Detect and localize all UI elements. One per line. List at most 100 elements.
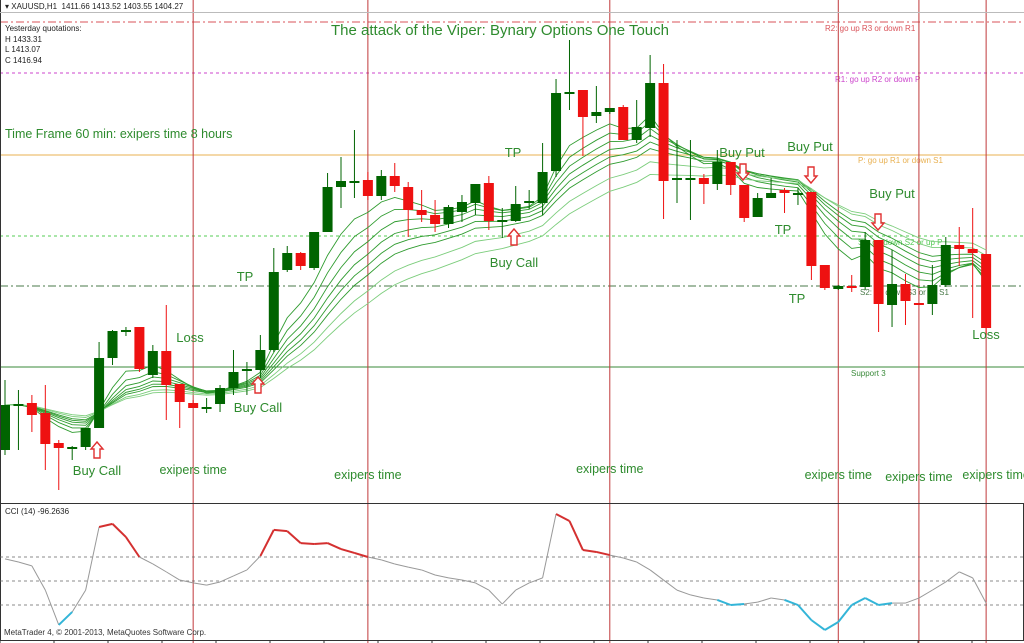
signal-label: Buy Call (73, 463, 122, 478)
expiry-label: exipers time (159, 463, 226, 477)
candle (779, 188, 790, 213)
cci-segment (797, 604, 813, 621)
yesterday-low: L 1413.07 (5, 45, 41, 54)
cci-segment (300, 542, 315, 546)
candle (107, 330, 118, 365)
cci-segment (233, 569, 248, 577)
cci-segment (972, 577, 987, 604)
cci-segment (340, 548, 355, 554)
candle-body (819, 265, 830, 288)
arrow-down-icon (870, 213, 886, 232)
candle-body (766, 193, 777, 198)
cci-segment (193, 582, 207, 586)
candle (430, 200, 441, 232)
candle-body (0, 405, 10, 450)
candle-body (497, 220, 508, 222)
cci-segment (166, 571, 180, 581)
candle-body (927, 285, 938, 304)
candle-body (658, 83, 669, 181)
candle (13, 390, 24, 450)
cci-segment (179, 579, 194, 584)
cci-segment (354, 551, 369, 558)
candle (819, 265, 830, 290)
candle (416, 190, 427, 222)
level-label: P: go up R1 or down S1 (858, 156, 943, 165)
candle-body (215, 388, 226, 404)
outcome-label: TP (775, 222, 792, 237)
candle (873, 240, 884, 332)
cci-segment (18, 561, 33, 567)
candle (362, 172, 373, 200)
candle (833, 285, 844, 290)
cci-segment (4, 558, 19, 563)
expiry-label: exipers time (576, 462, 643, 476)
cci-segment (864, 597, 880, 606)
arrow-down-icon (803, 166, 819, 185)
candle (887, 250, 898, 327)
ma-line (4, 134, 987, 424)
candle-body (174, 384, 185, 402)
candle-body (483, 183, 494, 221)
ma-line (4, 121, 987, 429)
cci-panel-border (0, 503, 1024, 641)
candle (631, 100, 642, 143)
candle-body (981, 254, 992, 328)
candle (604, 108, 615, 114)
cci-segment (878, 602, 893, 606)
cci-segment (716, 599, 732, 606)
candle (147, 345, 158, 378)
candle-body (322, 187, 333, 232)
candle-body (67, 447, 78, 449)
candle-body (510, 204, 521, 221)
arrow-up-icon (89, 440, 105, 459)
dropdown-icon[interactable]: ▾ (5, 2, 10, 11)
candle (940, 237, 951, 287)
cci-segment (421, 569, 436, 576)
cci-segment (663, 579, 678, 591)
expiry-label: exipers time (334, 468, 401, 482)
signal-label: Buy Call (234, 400, 283, 415)
candle (94, 342, 105, 428)
candle (712, 150, 723, 190)
cci-segment (703, 597, 718, 601)
candle (497, 208, 508, 238)
candle-body (551, 93, 562, 171)
candle-body (537, 172, 548, 203)
cci-segment (408, 566, 422, 571)
cci-segment (139, 556, 154, 565)
cci-segment (528, 577, 543, 584)
candle-body (255, 350, 266, 370)
cci-segment (273, 528, 288, 533)
candle (443, 205, 454, 228)
cci-segment (851, 597, 866, 606)
cci-segment (367, 556, 382, 561)
candle (255, 335, 266, 378)
symbol-header: ▾ XAUUSD,H1 1411.66 1413.52 1403.55 1404… (5, 2, 183, 11)
cci-segment (501, 589, 517, 605)
candle-body (362, 180, 373, 196)
candle (672, 140, 682, 203)
candle (564, 40, 575, 110)
candle (470, 184, 481, 215)
cci-segment (58, 611, 73, 626)
candle-body (403, 187, 414, 210)
candle-body (26, 403, 37, 415)
candle (913, 303, 924, 305)
candle-body (967, 249, 978, 253)
candle (120, 327, 131, 336)
arrow-up-icon (506, 227, 522, 246)
ma-line (4, 141, 987, 422)
candle (483, 176, 494, 230)
candle (40, 385, 51, 470)
cci-segment (515, 582, 530, 591)
candle (954, 227, 965, 266)
candle-body (779, 190, 790, 193)
candle-body (389, 176, 400, 186)
candle-body (470, 184, 481, 203)
ma-line (4, 161, 987, 418)
candle-body (336, 181, 346, 187)
outcome-label: Loss (176, 330, 204, 345)
cci-segment (44, 589, 60, 626)
candle-body (349, 181, 360, 183)
candle (510, 186, 521, 222)
